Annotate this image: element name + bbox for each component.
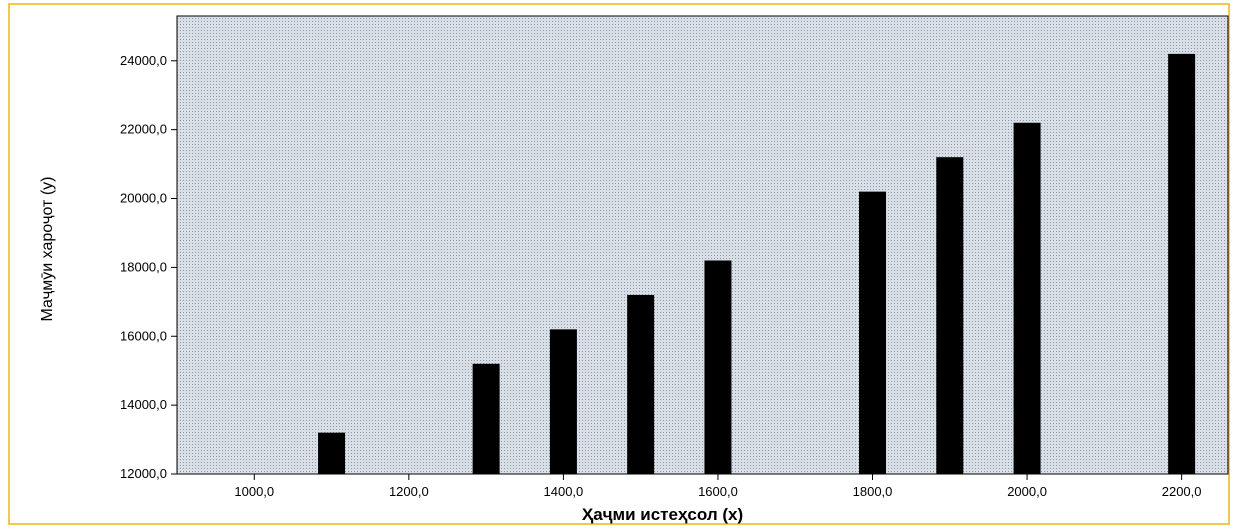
y-tick-label: 14000,0 [120, 397, 167, 412]
chart-frame [8, 3, 1230, 525]
bars-group [318, 53, 1196, 474]
y-tick-label: 24000,0 [120, 53, 167, 68]
bar [704, 260, 732, 474]
y-tick-label: 12000,0 [120, 466, 167, 481]
x-tick-label: 1600,0 [698, 484, 738, 499]
y-tick-label: 22000,0 [120, 122, 167, 137]
x-tick-label: 1800,0 [853, 484, 893, 499]
bar [936, 157, 964, 474]
x-axis-label: Ҳаҷми истеҳсол (x) [582, 505, 743, 524]
x-axis: 1000,0 1200,0 1400,0 1600,0 1800,0 2000,0 2200… [177, 473, 1228, 499]
x-tick-label: 2200,0 [1162, 484, 1202, 499]
bar [318, 432, 346, 474]
bar [472, 363, 500, 474]
bar [859, 191, 887, 474]
y-axis: 12000,0 14000,0 16000,0 18000,0 20000,0 22000… [120, 16, 178, 481]
bar [1168, 53, 1196, 474]
y-tick-label: 18000,0 [120, 259, 167, 274]
x-tick-label: 2000,0 [1007, 484, 1047, 499]
y-tick-label: 20000,0 [120, 191, 167, 206]
bar [549, 329, 577, 474]
x-tick-label: 1200,0 [389, 484, 429, 499]
x-tick-label: 1400,0 [544, 484, 584, 499]
bar [627, 294, 655, 474]
y-tick-label: 16000,0 [120, 328, 167, 343]
plot-area [176, 15, 1229, 475]
x-tick-label: 1000,0 [234, 484, 274, 499]
y-axis-label: Маҷмӯи хароҷот (y) [39, 177, 56, 322]
bar [1013, 122, 1041, 474]
